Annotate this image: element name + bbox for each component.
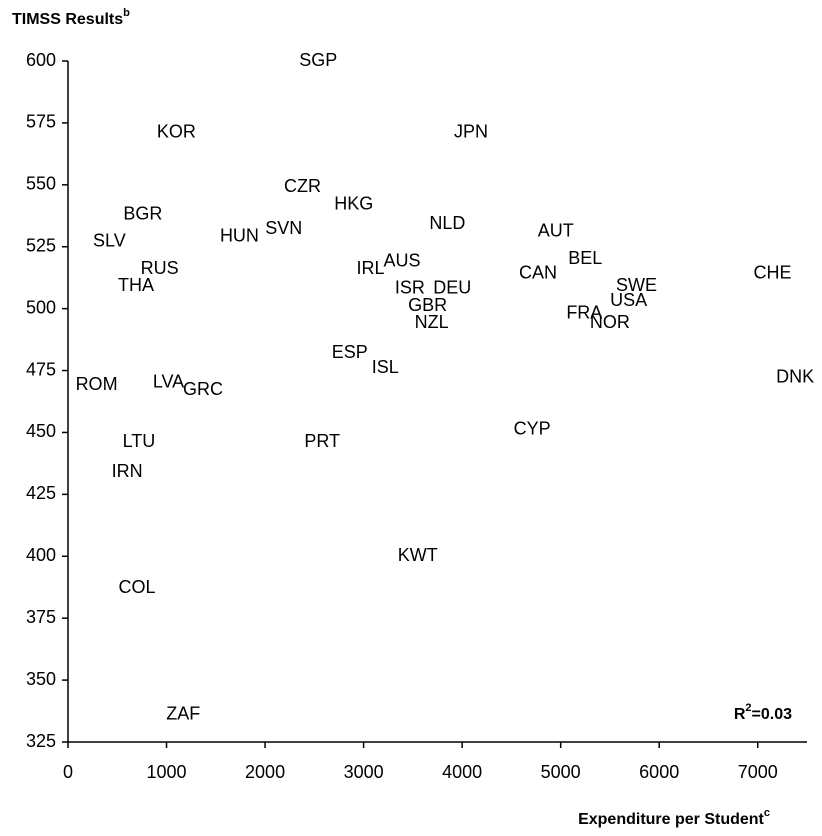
point-label: JPN — [454, 122, 488, 142]
y-tick-label: 575 — [26, 112, 56, 132]
annotation-base: R — [734, 706, 746, 723]
point-label: THA — [118, 275, 154, 295]
point-label: ISL — [372, 357, 399, 377]
point-label: KWT — [398, 545, 438, 565]
y-tick-label: 375 — [26, 607, 56, 627]
point-label: GBR — [408, 295, 447, 315]
point-label: NOR — [590, 312, 630, 332]
point-label: LTU — [123, 431, 156, 451]
point-label: ZAF — [166, 704, 200, 724]
point-label: COL — [118, 577, 155, 597]
point-label: AUS — [384, 250, 421, 270]
point-label: LVA — [153, 372, 184, 392]
x-tick-label: 6000 — [639, 762, 679, 782]
x-tick-label: 3000 — [344, 762, 384, 782]
point-label: SVN — [265, 218, 302, 238]
x-tick-label: 5000 — [541, 762, 581, 782]
point-label: DEU — [433, 278, 471, 298]
y-tick-label: 325 — [26, 731, 56, 751]
y-tick-label: 525 — [26, 235, 56, 255]
y-tick-label: 400 — [26, 545, 56, 565]
x-tick-label: 2000 — [245, 762, 285, 782]
y-tick-label: 600 — [26, 50, 56, 70]
point-label: KOR — [157, 122, 196, 142]
annotation-rest: =0.03 — [752, 706, 793, 723]
point-label: FRA — [566, 302, 602, 322]
x-axis-title: Expenditure per Studentc — [578, 807, 770, 828]
point-label: USA — [610, 290, 647, 310]
point-label: AUT — [538, 221, 574, 241]
x-tick-label: 7000 — [738, 762, 778, 782]
y-tick-label: 350 — [26, 669, 56, 689]
x-tick-label: 1000 — [147, 762, 187, 782]
point-label: HUN — [220, 226, 259, 246]
point-label: PRT — [304, 431, 340, 451]
point-label: CZR — [284, 176, 321, 196]
point-label: SGP — [299, 50, 337, 70]
y-tick-label: 550 — [26, 174, 56, 194]
point-label: CAN — [519, 263, 557, 283]
x-axis-title-text: Expenditure per Student — [578, 811, 764, 828]
y-tick-label: 500 — [26, 297, 56, 317]
x-tick-label: 0 — [63, 762, 73, 782]
point-label: HKG — [334, 193, 373, 213]
point-label: BEL — [568, 248, 602, 268]
y-axis-title-note: b — [123, 7, 130, 19]
y-tick-label: 425 — [26, 483, 56, 503]
point-label: CHE — [754, 263, 792, 283]
y-axis-title: TIMSS Resultsb — [12, 7, 130, 28]
point-label: CYP — [514, 419, 551, 439]
y-tick-label: 450 — [26, 421, 56, 441]
x-tick-label: 4000 — [442, 762, 482, 782]
y-axis-title-text: TIMSS Results — [12, 11, 123, 28]
point-label: ISR — [395, 278, 425, 298]
point-label: ROM — [76, 374, 118, 394]
point-label: NZL — [415, 312, 449, 332]
point-label: RUS — [141, 258, 179, 278]
point-label: SWE — [616, 275, 657, 295]
point-label: BGR — [123, 203, 162, 223]
y-tick-label: 475 — [26, 359, 56, 379]
point-label: IRL — [356, 258, 384, 278]
annotation: R2=0.03 — [734, 702, 792, 723]
point-label: SLV — [93, 231, 126, 251]
x-axis-title-note: c — [764, 807, 770, 819]
annotation-exp: 2 — [745, 702, 751, 714]
point-label: GRC — [183, 379, 223, 399]
point-label: DNK — [776, 367, 814, 387]
point-label: IRN — [112, 461, 143, 481]
point-label: ESP — [332, 342, 368, 362]
point-label: NLD — [429, 213, 465, 233]
